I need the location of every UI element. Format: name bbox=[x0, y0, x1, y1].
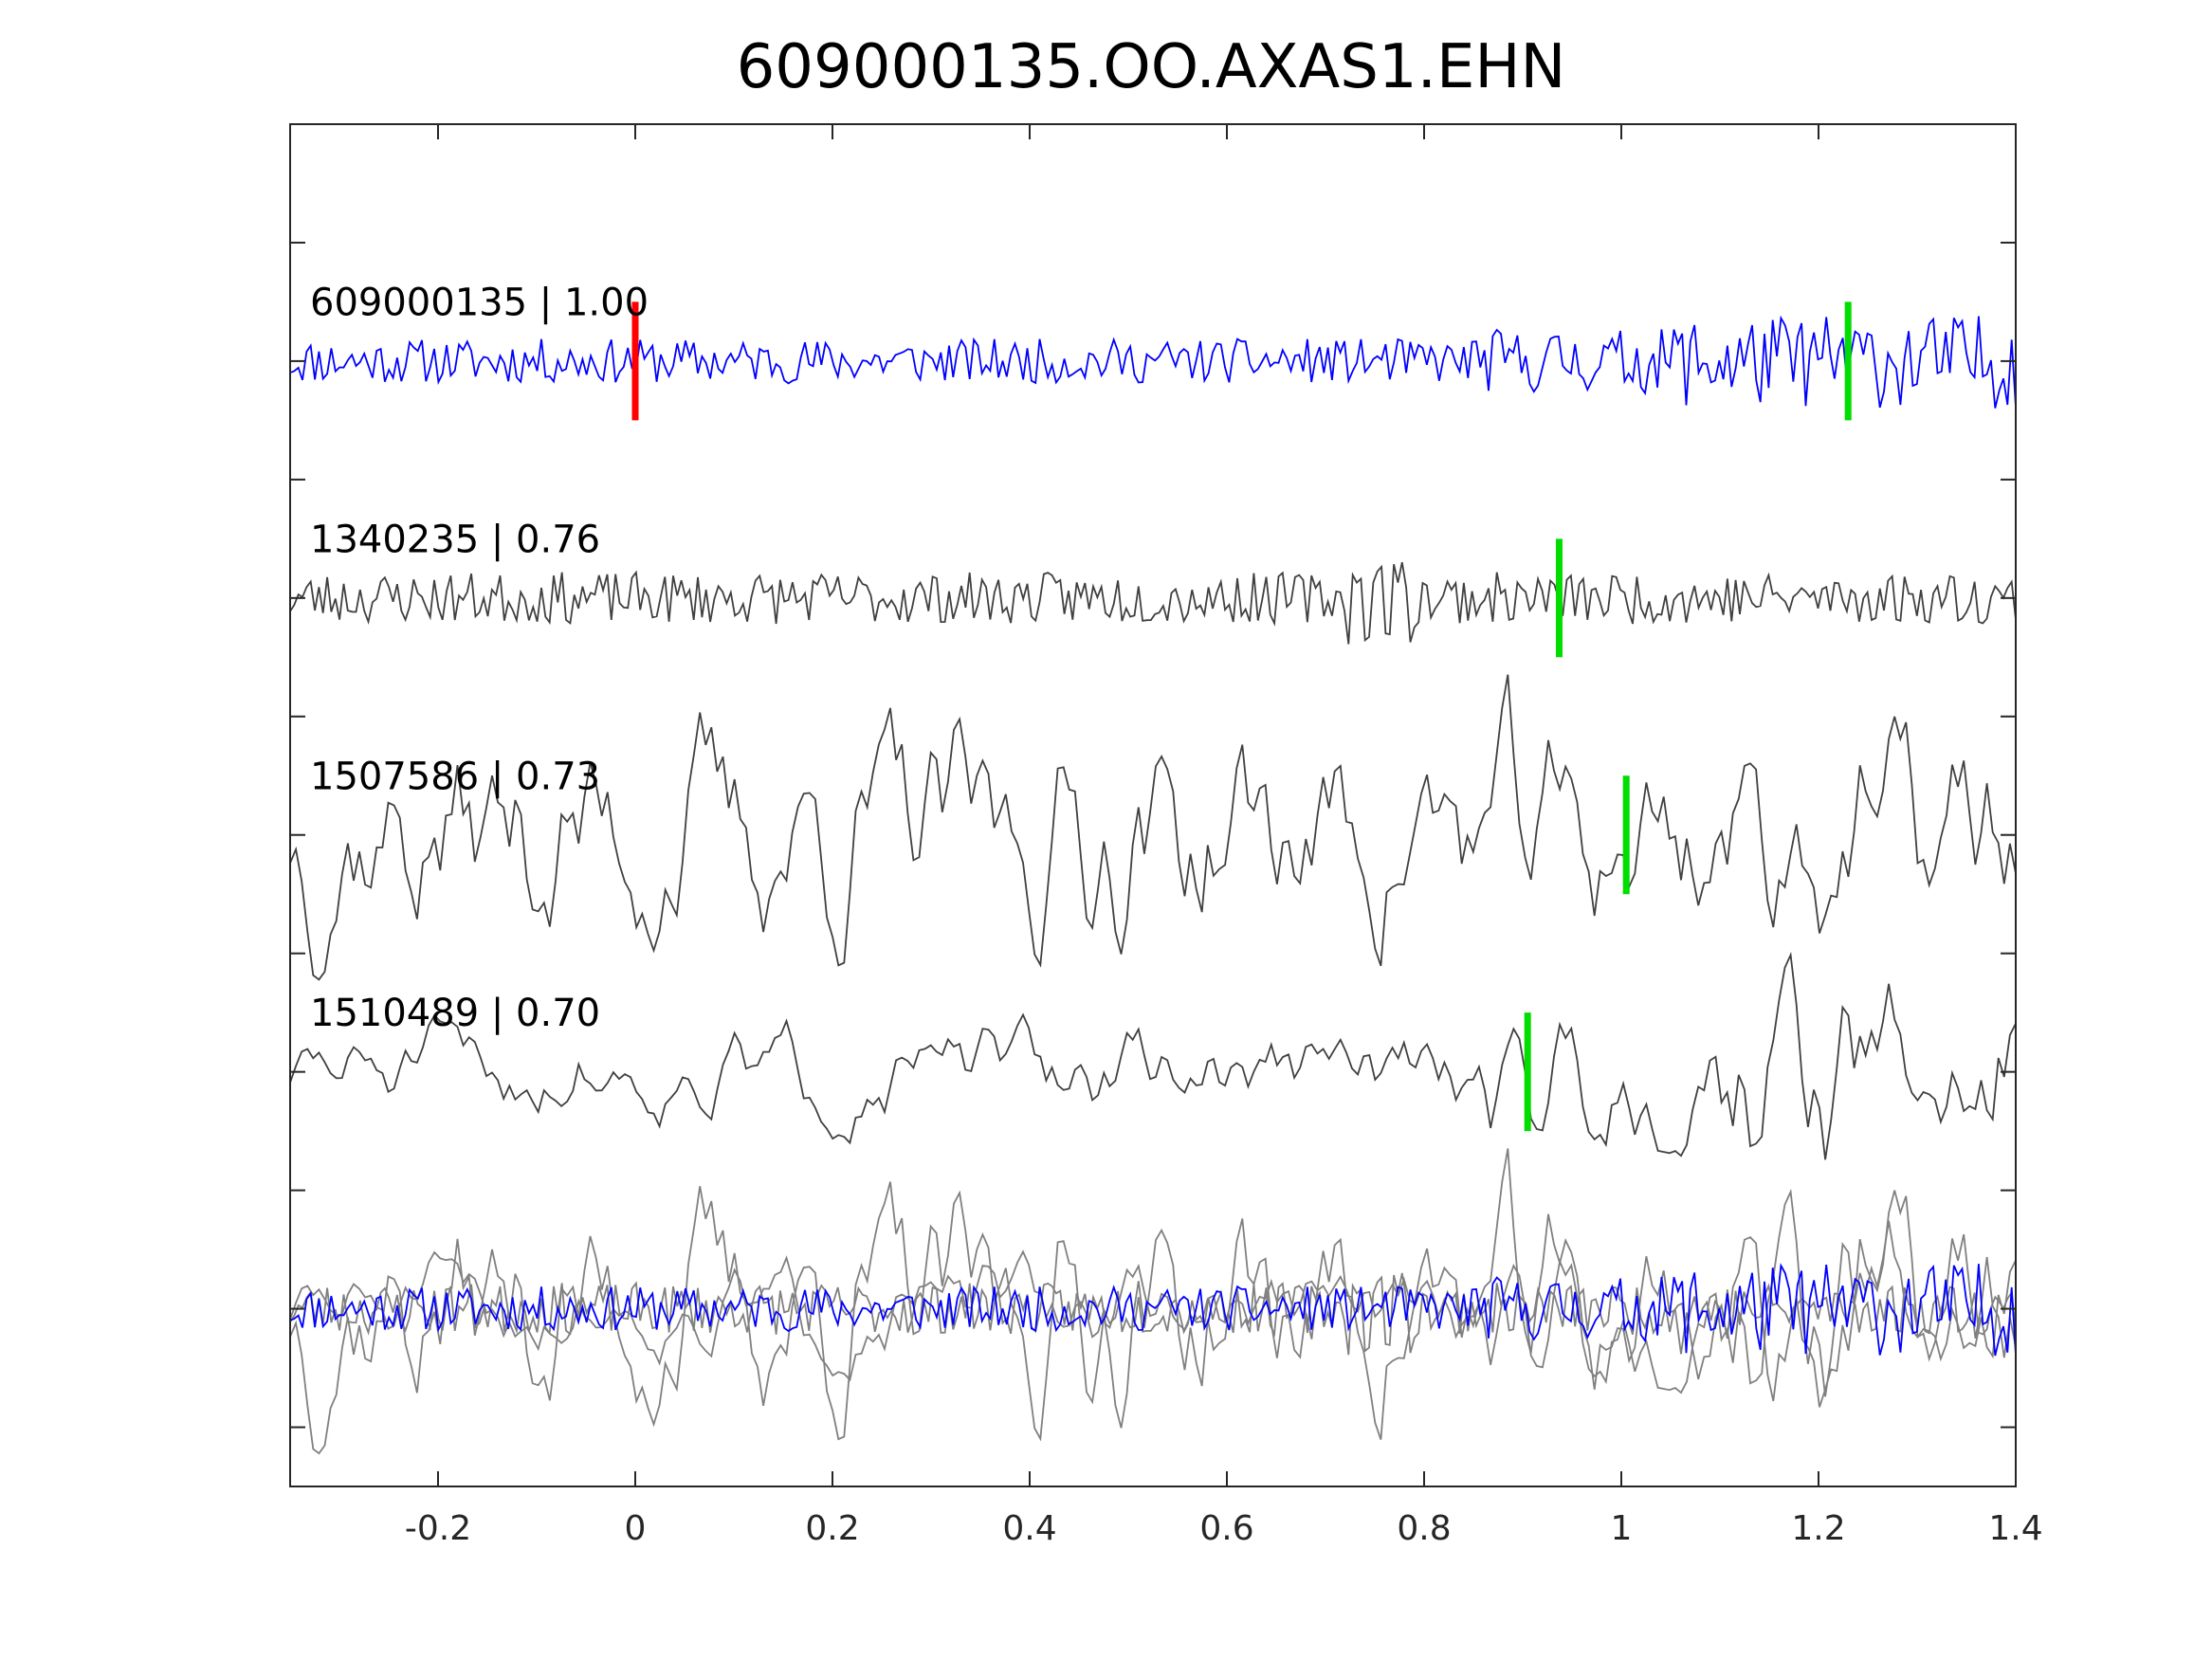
trace-609000135 bbox=[289, 315, 2017, 409]
x-tick-label: 0 bbox=[625, 1509, 647, 1548]
traces-layer bbox=[289, 315, 2017, 1455]
x-tick-label: -0.2 bbox=[405, 1509, 471, 1548]
trace-labels: 609000135 | 1.00 1340235 | 0.76 1507586 | … bbox=[310, 281, 649, 1035]
y-axis-ticks bbox=[290, 241, 2016, 1429]
x-tick-label: 0.4 bbox=[1002, 1509, 1056, 1548]
x-tick-label: 1 bbox=[1611, 1509, 1633, 1548]
trace-label-1340235: 1340235 | 0.76 bbox=[310, 518, 600, 561]
x-tick-label: 0.6 bbox=[1199, 1509, 1253, 1548]
trace-1340235 bbox=[289, 561, 2017, 645]
overlay-trace-609000135 bbox=[289, 1263, 2017, 1357]
x-axis-ticks: -0.2 0 0.2 0.4 0.6 0.8 1 1.2 1.4 bbox=[405, 124, 2043, 1548]
trace-label-609000135: 609000135 | 1.00 bbox=[310, 281, 649, 324]
x-tick-label: 0.2 bbox=[805, 1509, 859, 1548]
trace-label-1510489: 1510489 | 0.70 bbox=[310, 992, 600, 1035]
chart-title: 609000135.OO.AXAS1.EHN bbox=[737, 32, 1566, 102]
overlay-trace-1507586 bbox=[289, 1148, 2017, 1455]
trace-label-1507586: 1507586 | 0.73 bbox=[310, 755, 600, 798]
axes-frame bbox=[289, 123, 2017, 1487]
x-tick-label: 0.8 bbox=[1397, 1509, 1451, 1548]
x-tick-label: 1.2 bbox=[1791, 1509, 1845, 1548]
trace-1510489 bbox=[289, 951, 2017, 1160]
overlay-trace-1510489 bbox=[289, 1188, 2017, 1397]
picks-layer bbox=[631, 301, 1852, 1132]
trace-1507586 bbox=[289, 674, 2017, 981]
x-tick-label: 1.4 bbox=[1988, 1509, 2042, 1548]
